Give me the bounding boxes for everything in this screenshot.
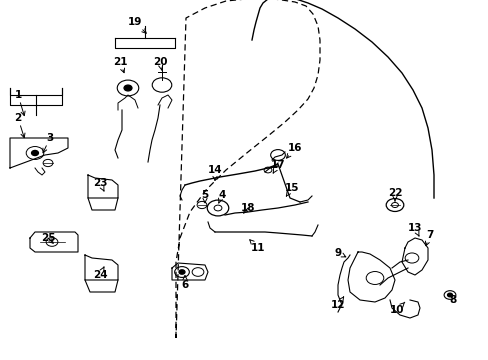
Text: 14: 14 xyxy=(207,165,222,180)
Text: 25: 25 xyxy=(41,233,55,243)
Text: 10: 10 xyxy=(389,302,404,315)
Text: 4: 4 xyxy=(218,190,225,203)
Text: 18: 18 xyxy=(240,203,255,213)
Text: 8: 8 xyxy=(448,295,456,305)
Circle shape xyxy=(447,293,451,297)
Text: 16: 16 xyxy=(286,143,302,158)
Text: 3: 3 xyxy=(43,133,54,153)
Text: 24: 24 xyxy=(93,267,107,280)
Circle shape xyxy=(179,270,184,274)
Text: 11: 11 xyxy=(249,240,264,253)
Text: 19: 19 xyxy=(127,17,146,33)
Circle shape xyxy=(32,150,39,156)
Text: 15: 15 xyxy=(284,183,299,196)
Text: 13: 13 xyxy=(407,223,421,236)
Text: 5: 5 xyxy=(201,190,208,203)
Text: 1: 1 xyxy=(14,90,25,116)
Text: 12: 12 xyxy=(330,297,345,310)
Text: 21: 21 xyxy=(113,57,127,73)
Text: 17: 17 xyxy=(270,160,285,173)
Text: 9: 9 xyxy=(334,248,345,258)
Text: 22: 22 xyxy=(387,188,402,201)
Text: 23: 23 xyxy=(93,178,107,191)
Text: 7: 7 xyxy=(425,230,433,246)
Text: 6: 6 xyxy=(181,275,188,290)
Text: 2: 2 xyxy=(14,113,25,138)
Circle shape xyxy=(124,85,132,91)
Text: 20: 20 xyxy=(152,57,167,70)
